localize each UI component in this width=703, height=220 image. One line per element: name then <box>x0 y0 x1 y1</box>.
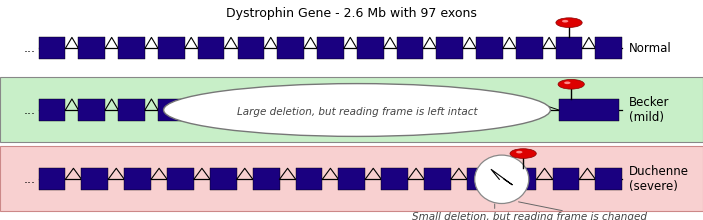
Ellipse shape <box>556 18 582 28</box>
Bar <box>516 37 543 59</box>
Bar <box>158 99 185 121</box>
Bar <box>39 168 65 190</box>
Bar <box>553 168 579 190</box>
Text: Dystrophin Gene - 2.6 Mb with 97 exons: Dystrophin Gene - 2.6 Mb with 97 exons <box>226 7 477 20</box>
Bar <box>79 37 105 59</box>
Bar <box>381 168 408 190</box>
Bar <box>296 168 323 190</box>
Text: ...: ... <box>23 103 35 117</box>
Bar <box>118 99 145 121</box>
Text: Small deletion, but reading frame is changed: Small deletion, but reading frame is cha… <box>413 212 647 220</box>
Bar <box>39 37 65 59</box>
Ellipse shape <box>510 149 536 158</box>
Bar <box>476 37 503 59</box>
Ellipse shape <box>562 20 568 22</box>
Text: Duchenne
(severe): Duchenne (severe) <box>629 165 689 193</box>
Bar <box>559 99 619 121</box>
Bar <box>357 37 384 59</box>
Bar <box>79 99 105 121</box>
Bar <box>253 168 280 190</box>
Bar <box>555 37 582 59</box>
Ellipse shape <box>558 79 584 89</box>
Bar <box>277 37 304 59</box>
Bar <box>39 99 65 121</box>
Text: Large deletion, but reading frame is left intact: Large deletion, but reading frame is lef… <box>237 107 477 117</box>
Bar <box>595 168 622 190</box>
Bar <box>210 168 237 190</box>
Bar <box>338 168 365 190</box>
Bar <box>82 168 108 190</box>
Bar <box>0 77 703 142</box>
Ellipse shape <box>475 155 529 204</box>
Bar <box>467 168 494 190</box>
Bar <box>510 168 536 190</box>
Bar <box>0 146 703 211</box>
Bar <box>198 37 224 59</box>
Bar <box>595 37 622 59</box>
Bar <box>238 37 264 59</box>
Ellipse shape <box>565 81 571 84</box>
Text: ...: ... <box>23 42 35 55</box>
Text: Becker
(mild): Becker (mild) <box>629 96 670 124</box>
Bar <box>437 37 463 59</box>
Bar <box>424 168 451 190</box>
Text: Normal: Normal <box>629 42 672 55</box>
Ellipse shape <box>164 84 550 136</box>
Bar <box>118 37 145 59</box>
Bar <box>158 37 185 59</box>
Bar <box>124 168 151 190</box>
Bar <box>167 168 194 190</box>
Text: ...: ... <box>23 173 35 186</box>
Bar <box>317 37 344 59</box>
Ellipse shape <box>516 151 522 153</box>
Bar <box>396 37 423 59</box>
